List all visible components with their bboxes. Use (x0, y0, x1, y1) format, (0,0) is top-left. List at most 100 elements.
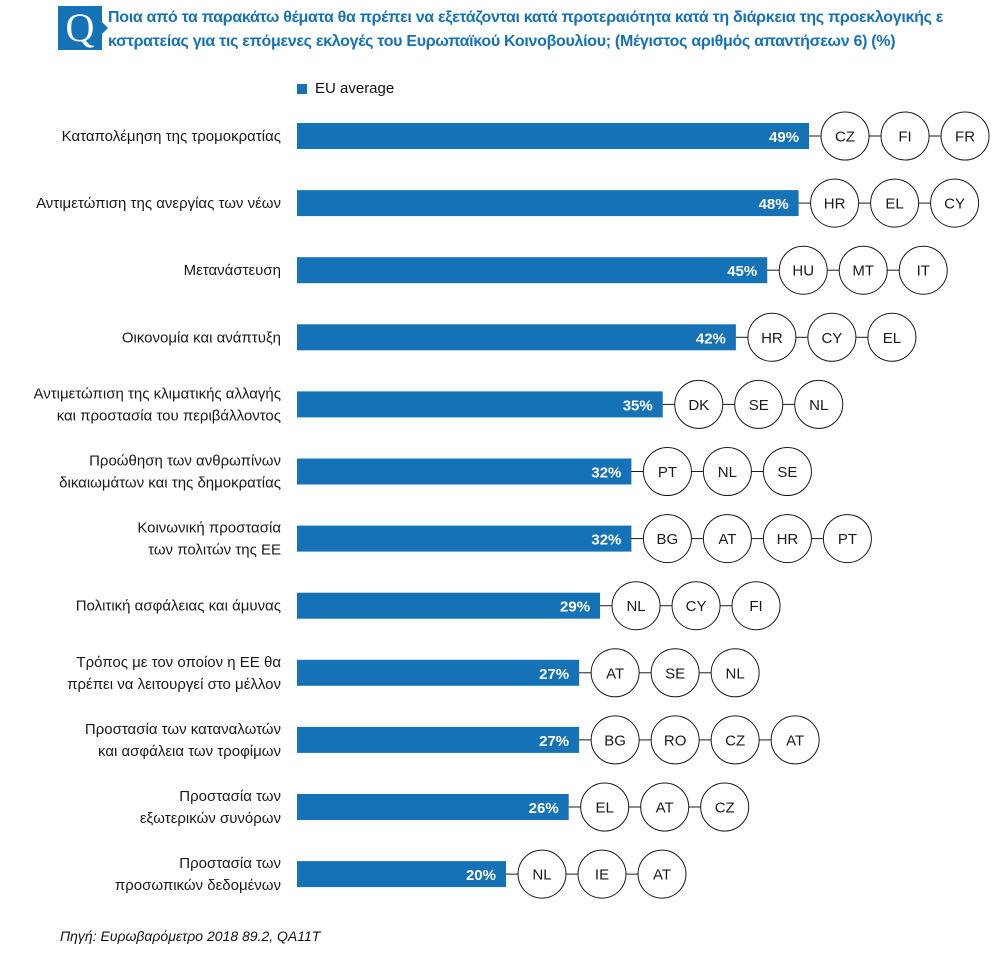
bar (297, 190, 799, 217)
country-code: EL (596, 800, 614, 817)
category-label: των πολιτών της ΕΕ (148, 542, 281, 559)
legend: EU average (297, 80, 394, 97)
category-label: Αντιμετώπιση της κλιματικής αλλαγής (34, 385, 281, 402)
country-bubble (940, 111, 990, 161)
country-code: EL (883, 330, 901, 347)
category-label: Κοινωνική προστασία (137, 520, 281, 537)
country-code: HR (777, 531, 799, 548)
value-label: 32% (591, 532, 621, 549)
country-bubble (710, 648, 760, 698)
category-label: Καταπολέμηση της τρομοκρατίας (62, 128, 281, 145)
question-badge: Q (58, 5, 108, 50)
category-label: εξωτερικών συνόρων (140, 810, 281, 827)
country-code: NL (718, 464, 737, 481)
country-code: SE (749, 397, 769, 414)
bar-row: Προστασία των καταναλωτών και ασφάλεια τω… (85, 715, 820, 765)
country-code: IE (595, 867, 609, 884)
country-code: DK (688, 397, 709, 414)
country-code: CZ (725, 732, 745, 749)
country-code: NL (726, 665, 745, 682)
bar-row: Αντιμετώπιση της ανεργίας των νέων 48% HR E… (36, 178, 980, 228)
bar-row: Μετανάστευση 45% HU MT IT (184, 245, 948, 295)
value-label: 27% (539, 733, 569, 750)
value-label: 27% (539, 666, 569, 683)
value-label: 26% (529, 800, 559, 817)
question-letter: Q (65, 5, 95, 50)
bar-row: Προώθηση των ανθρωπίνων δικαιωμάτων και τ… (59, 447, 812, 496)
category-label: Προώθηση των ανθρωπίνων (89, 453, 281, 470)
category-label: Οικονομία και ανάπτυξη (122, 329, 281, 346)
country-code: EL (885, 196, 903, 213)
country-code: BG (657, 531, 679, 548)
country-code: SE (665, 665, 685, 682)
country-code: HR (761, 330, 783, 347)
country-code: CZ (835, 129, 855, 146)
bar (297, 123, 810, 149)
bar-row: Τρόπος με τον οποίον η ΕΕ θα πρέπει να λε… (67, 648, 760, 698)
value-label: 20% (466, 867, 496, 884)
bar (297, 525, 632, 552)
category-label: Μετανάστευση (184, 262, 281, 279)
category-label: δικαιωμάτων και της δημοκρατίας (59, 475, 281, 492)
country-code: FI (749, 598, 762, 615)
country-code: FR (955, 129, 975, 146)
value-label: 42% (696, 330, 726, 347)
country-bubble (700, 782, 750, 832)
country-code: AT (786, 732, 804, 749)
country-bubble (762, 447, 812, 496)
bar (297, 257, 768, 284)
bar (297, 726, 580, 753)
country-bubble (822, 514, 872, 564)
bar-row: Προστασία των προσωπικών δεδομένων 20% NL IE… (115, 849, 687, 899)
country-code: CZ (715, 800, 735, 817)
bar (297, 458, 632, 485)
category-label: προσωπικών δεδομένων (115, 877, 281, 894)
bar-row: Προστασία των εξωτερικών συνόρων 26% EL AT CZ (140, 782, 750, 832)
country-bubble (731, 581, 781, 631)
country-code: FI (898, 129, 911, 146)
country-bubble (637, 849, 687, 899)
value-label: 35% (623, 397, 653, 414)
country-code: HR (824, 196, 846, 213)
legend-swatch (297, 83, 307, 94)
source-note: Πηγή: Ευρωβαρόμετρο 2018 89.2, QA11T (60, 928, 321, 944)
value-label: 48% (759, 196, 789, 213)
bar-row: Κοινωνική προστασία των πολιτών της ΕΕ 32%… (137, 514, 872, 564)
country-code: PT (658, 464, 677, 481)
country-code: MT (852, 263, 874, 280)
category-label: και ασφάλεια των τροφίμων (98, 743, 281, 760)
country-code: AT (606, 665, 624, 682)
country-code: RO (664, 732, 687, 749)
category-label: Αντιμετώπιση της ανεργίας των νέων (36, 195, 281, 212)
country-bubble (770, 715, 820, 765)
country-bubble (867, 312, 917, 362)
bar (297, 324, 736, 351)
country-bubble (898, 245, 948, 295)
country-code: IT (917, 263, 930, 280)
country-code: HU (792, 263, 814, 280)
value-label: 45% (727, 263, 757, 280)
country-code: CY (821, 330, 842, 347)
country-code: NL (532, 867, 551, 884)
bar-row: Αντιμετώπιση της κλιματικής αλλαγής και π… (34, 379, 844, 429)
value-label: 29% (560, 599, 590, 616)
country-code: PT (838, 531, 857, 548)
value-label: 49% (769, 129, 799, 146)
bar-row: Καταπολέμηση της τρομοκρατίας 49% CZ FI FR (62, 111, 990, 161)
country-code: SE (777, 464, 797, 481)
category-label: και προστασία του περιβάλλοντος (57, 407, 281, 424)
country-code: NL (626, 598, 645, 615)
country-code: CY (686, 598, 707, 615)
country-code: NL (809, 397, 828, 414)
bar (297, 794, 569, 820)
country-bubble (794, 379, 844, 429)
bar-row: Πολιτική ασφάλειας και άμυνας 29% NL CY FI (76, 581, 781, 631)
value-label: 32% (591, 465, 621, 482)
category-label: Προστασία των (179, 788, 281, 805)
category-label: Προστασία των καταναλωτών (85, 721, 281, 738)
country-bubble (930, 178, 980, 228)
bar-row: Οικονομία και ανάπτυξη 42% HR CY EL (122, 312, 917, 362)
country-code: AT (656, 800, 674, 817)
category-label: Πολιτική ασφάλειας και άμυνας (76, 598, 281, 615)
